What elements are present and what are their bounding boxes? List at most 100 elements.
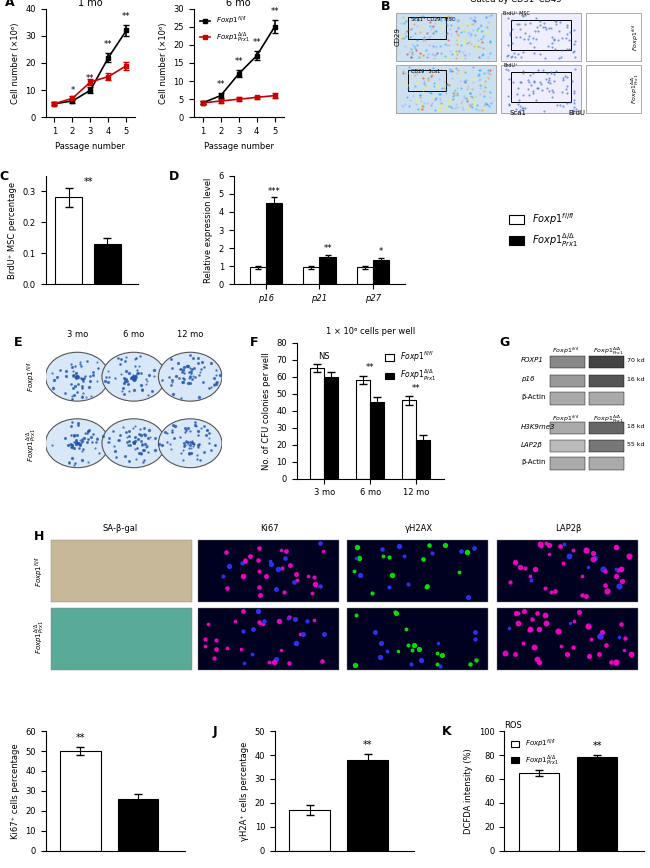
Bar [588,392,623,404]
Text: **: ** [252,37,261,47]
Bar [511,20,571,50]
Text: β-Actin: β-Actin [521,459,545,465]
Circle shape [46,418,109,468]
Title: 1 × 10⁶ cells per well: 1 × 10⁶ cells per well [326,327,415,337]
Bar [511,72,571,102]
Bar [348,608,488,670]
Bar [373,260,389,285]
Text: $Foxp1_{Prx1}^{\Delta/\Delta}$: $Foxp1_{Prx1}^{\Delta/\Delta}$ [593,413,624,424]
Bar [550,440,585,452]
Text: $Foxp1^{fl/fl}$: $Foxp1^{fl/fl}$ [630,23,641,51]
Legend: $Foxp1^{fl/fl}$, $Foxp1_{Prx1}^{\Delta/\Delta}$: $Foxp1^{fl/fl}$, $Foxp1_{Prx1}^{\Delta/\… [382,346,440,386]
Circle shape [102,418,166,468]
Text: D: D [168,170,179,183]
Bar [311,368,324,478]
Text: **: ** [122,11,131,21]
Title: 6 mo: 6 mo [226,0,251,8]
Text: BrdU⁺: BrdU⁺ [504,63,518,69]
Text: FOXP1: FOXP1 [521,358,544,364]
Text: $Foxp1^{fl/fl}$: $Foxp1^{fl/fl}$ [25,361,38,392]
Text: Sca1: Sca1 [510,110,527,116]
Bar [408,17,446,39]
Text: 55 kd: 55 kd [627,442,645,447]
Bar [347,760,388,851]
Circle shape [46,352,109,401]
Bar [586,13,641,61]
Legend: $Foxp1^{fl/fl}$, $Foxp1_{Prx1}^{\Delta/\Delta}$: $Foxp1^{fl/fl}$, $Foxp1_{Prx1}^{\Delta/\… [197,12,253,47]
Bar [304,267,319,285]
Bar [94,244,121,285]
Text: SA-β-gal: SA-β-gal [103,524,138,533]
Bar [519,773,560,851]
Text: CD29: CD29 [395,28,400,46]
Text: H: H [34,530,44,543]
Text: **: ** [363,740,372,750]
Y-axis label: Relative expression level: Relative expression level [204,177,213,283]
Text: A: A [5,0,15,9]
Text: Ki67: Ki67 [261,524,279,533]
Text: ROS: ROS [504,721,522,730]
Text: **: ** [235,57,243,66]
Text: **: ** [323,244,332,253]
Text: **: ** [86,74,95,82]
Bar [319,257,335,285]
Text: $Foxp1^{fl/fl}$: $Foxp1^{fl/fl}$ [33,556,46,587]
Y-axis label: Cell number (×10⁶): Cell number (×10⁶) [10,23,20,104]
Text: 16 kd: 16 kd [627,377,645,382]
Circle shape [102,352,166,401]
Text: 18 kd: 18 kd [627,424,645,430]
Text: BrdU⁺ MSC: BrdU⁺ MSC [504,11,530,16]
Text: β-Actin: β-Actin [521,394,545,400]
Circle shape [159,418,222,468]
Bar [356,380,370,478]
Bar [501,65,581,113]
Bar [550,392,585,404]
X-axis label: Passage number: Passage number [203,141,274,150]
Text: **: ** [412,384,421,393]
Bar [550,422,585,434]
Text: LAP2β: LAP2β [556,524,582,533]
Bar [402,400,416,478]
Text: G: G [500,336,510,349]
Bar [55,197,83,285]
Bar [118,799,159,851]
Text: p16: p16 [521,377,534,383]
Text: 70 kd: 70 kd [627,358,645,363]
Y-axis label: γH2A⁺ cells percentage: γH2A⁺ cells percentage [240,741,249,840]
Text: Sca1⁺ CD29⁺ MSC: Sca1⁺ CD29⁺ MSC [411,16,455,22]
Text: **: ** [366,364,374,372]
Bar [550,356,585,368]
Bar [266,203,282,285]
Text: *: * [379,247,384,256]
Bar [198,540,339,602]
Text: ***: *** [268,187,280,195]
Bar [588,457,623,470]
Bar [497,608,638,670]
Y-axis label: No. of CFU colonies per well: No. of CFU colonies per well [262,352,271,470]
Text: LAP2β: LAP2β [521,442,543,448]
Text: **: ** [75,733,85,744]
Bar [250,267,266,285]
Bar [396,13,496,61]
Bar [60,751,101,851]
Bar [324,377,338,478]
Bar [357,267,373,285]
Bar [51,608,192,670]
Y-axis label: BrdU⁺ MSC percentage: BrdU⁺ MSC percentage [8,181,17,279]
Bar [370,402,384,478]
Bar [51,540,192,602]
Text: H3K9me3: H3K9me3 [521,424,556,430]
Text: $Foxp1^{fl/fl}$: $Foxp1^{fl/fl}$ [552,413,580,424]
Bar [588,422,623,434]
Text: E: E [14,336,22,349]
Text: 12 mo: 12 mo [177,330,203,339]
X-axis label: Passage number: Passage number [55,141,125,150]
Text: 3 mo: 3 mo [67,330,88,339]
Circle shape [159,352,222,401]
Bar [550,457,585,470]
Text: $Foxp1_{Prx1}^{\Delta/\Delta}$: $Foxp1_{Prx1}^{\Delta/\Delta}$ [629,74,641,104]
Text: **: ** [592,741,602,752]
Text: J: J [213,725,217,738]
Bar [588,375,623,387]
Text: **: ** [216,80,225,89]
